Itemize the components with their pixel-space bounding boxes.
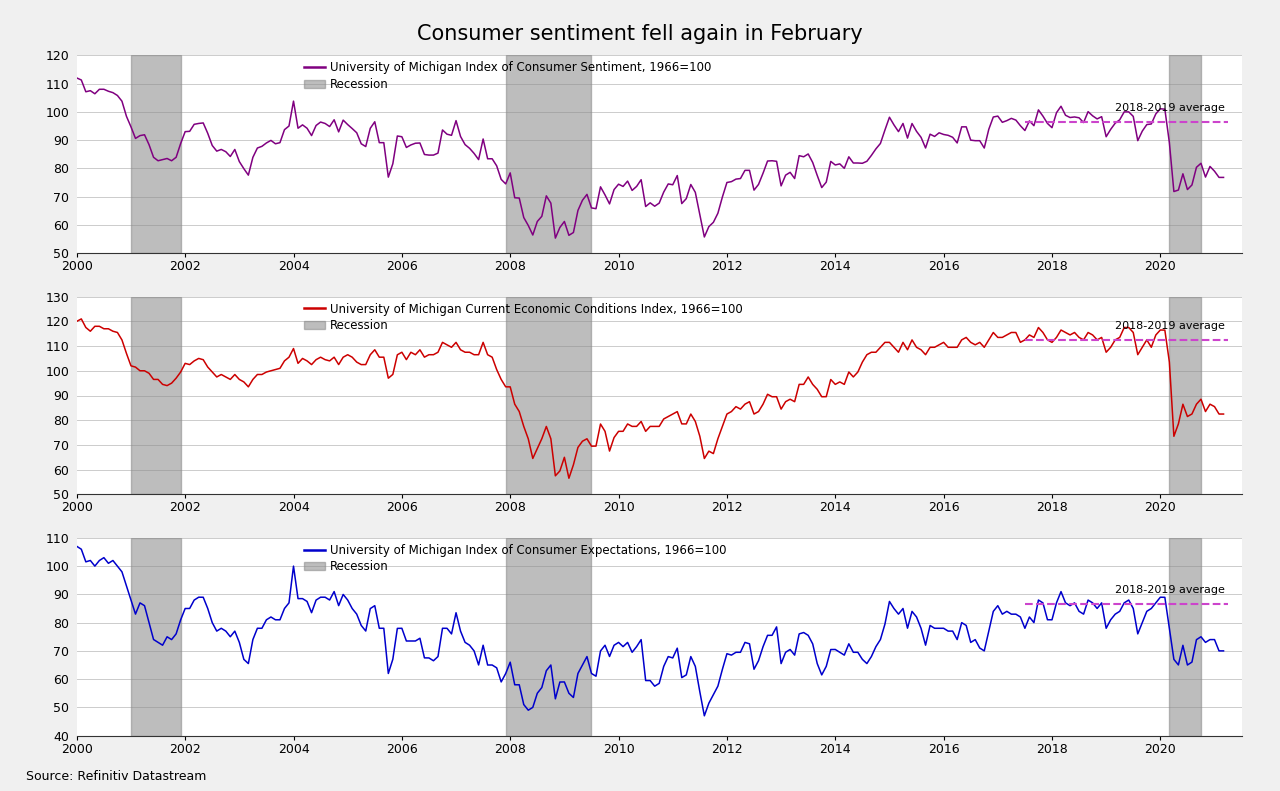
Bar bbox=[131, 297, 180, 494]
Bar bbox=[131, 55, 180, 253]
Legend: University of Michigan Index of Consumer Expectations, 1966=100, Recession: University of Michigan Index of Consumer… bbox=[305, 543, 727, 573]
Text: 2018-2019 average: 2018-2019 average bbox=[1115, 321, 1225, 331]
Text: Source: Refinitiv Datastream: Source: Refinitiv Datastream bbox=[26, 770, 206, 783]
Legend: University of Michigan Index of Consumer Sentiment, 1966=100, Recession: University of Michigan Index of Consumer… bbox=[305, 61, 712, 91]
Legend: University of Michigan Current Economic Conditions Index, 1966=100, Recession: University of Michigan Current Economic … bbox=[305, 302, 742, 332]
Bar bbox=[1170, 55, 1201, 253]
Bar bbox=[1170, 297, 1201, 494]
Text: 2018-2019 average: 2018-2019 average bbox=[1115, 585, 1225, 596]
Bar bbox=[1170, 538, 1201, 736]
Bar bbox=[506, 55, 591, 253]
Bar bbox=[131, 538, 180, 736]
Text: 2018-2019 average: 2018-2019 average bbox=[1115, 103, 1225, 113]
Bar bbox=[506, 297, 591, 494]
Text: Consumer sentiment fell again in February: Consumer sentiment fell again in Februar… bbox=[417, 24, 863, 44]
Bar bbox=[506, 538, 591, 736]
